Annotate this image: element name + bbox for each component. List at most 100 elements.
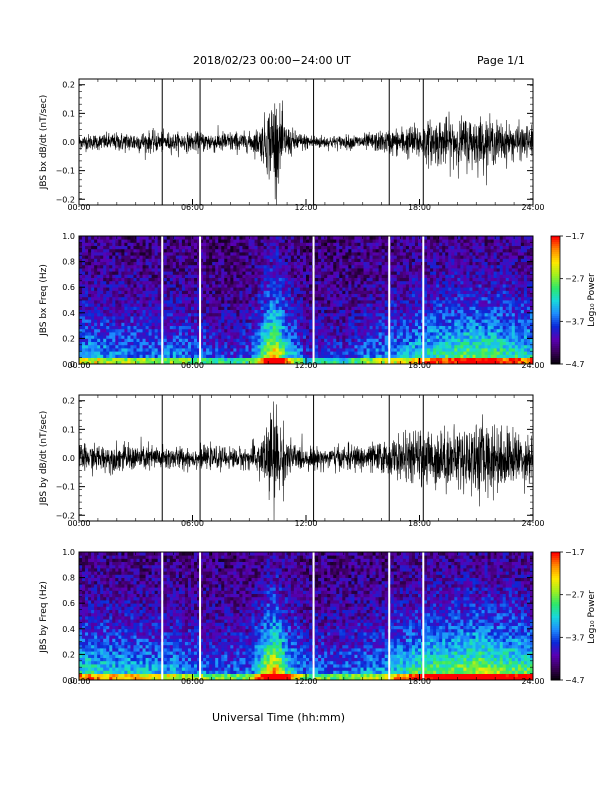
panel2-spectrogram-cell <box>233 293 237 298</box>
panel2-spectrogram-cell <box>254 360 258 365</box>
panel2-spectrogram-cell <box>360 239 364 243</box>
panel2-spectrogram-cell <box>381 236 386 240</box>
panel2-spectrogram-cell <box>278 338 283 342</box>
panel2-spectrogram-cell <box>309 261 313 266</box>
panel2-spectrogram-cell <box>393 309 398 314</box>
panel2-spectrogram-cell <box>257 261 261 266</box>
panel2-spectrogram-cell <box>148 284 153 288</box>
panel2-spectrogram-cell <box>257 293 261 298</box>
panel2-spectrogram-cell <box>157 261 162 266</box>
panel2-spectrogram-cell <box>363 354 367 358</box>
panel2-spectrogram-cell <box>333 344 337 349</box>
panel2-spectrogram-cell <box>363 255 367 259</box>
panel2-spectrogram-cell <box>378 252 383 256</box>
panel2-spectrogram-cell <box>103 357 107 362</box>
panel2-spectrogram-cell <box>91 268 95 272</box>
panel2-spectrogram-cell <box>100 284 104 288</box>
panel2-spectrogram-cell <box>197 341 201 346</box>
panel2-spectrogram-cell <box>109 280 113 285</box>
panel2-spectrogram-cell <box>239 252 243 256</box>
panel2-spectrogram-cell <box>91 236 95 240</box>
panel2-spectrogram-cell <box>218 296 222 301</box>
panel2-spectrogram-cell <box>281 348 286 352</box>
panel2-spectrogram-cell <box>254 236 258 240</box>
panel2-spectrogram-cell <box>118 322 122 326</box>
panel2-spectrogram-cell <box>142 357 146 362</box>
panel2-spectrogram-cell <box>115 258 119 262</box>
panel2-spectrogram-cell <box>145 322 150 326</box>
panel2-spectrogram-cell <box>254 351 258 355</box>
panel2-spectrogram-cell <box>354 312 358 317</box>
panel2-spectrogram-cell <box>200 325 204 330</box>
panel2-spectrogram-cell <box>266 245 271 250</box>
panel2-spectrogram-cell <box>330 290 334 294</box>
panel2-spectrogram-cell <box>284 293 289 298</box>
panel2-spectrogram-cell <box>348 351 352 355</box>
panel2-spectrogram-cell <box>357 328 361 333</box>
panel2-spectrogram-cell <box>251 264 255 269</box>
panel2-spectrogram-cell <box>245 348 249 352</box>
panel2-spectrogram-cell <box>85 287 89 291</box>
panel2-spectrogram-cell <box>339 309 343 314</box>
panel2-spectrogram-cell <box>433 239 437 243</box>
panel2-spectrogram-cell <box>79 268 83 272</box>
panel2-spectrogram-cell <box>88 287 92 291</box>
panel2-spectrogram-cell <box>306 255 310 259</box>
panel2-spectrogram-cell <box>327 245 331 250</box>
panel2-spectrogram-cell <box>339 255 343 259</box>
panel2-spectrogram-cell <box>257 306 261 310</box>
panel2-spectrogram-cell <box>396 332 401 336</box>
panel2-spectrogram-cell <box>106 277 110 282</box>
panel2-spectrogram-cell <box>299 261 304 266</box>
panel2-spectrogram-cell <box>417 239 422 243</box>
panel2-spectrogram-cell <box>200 332 204 336</box>
panel2-spectrogram-cell <box>375 335 380 339</box>
panel2-spectrogram-cell <box>321 300 325 304</box>
panel2-spectrogram-cell <box>79 332 83 336</box>
panel2-spectrogram-cell <box>339 303 343 307</box>
panel2-spectrogram-cell <box>442 296 446 301</box>
panel2-spectrogram-cell <box>209 341 213 346</box>
panel2-spectrogram-cell <box>133 360 137 365</box>
panel2-spectrogram-cell <box>178 264 183 269</box>
panel2-spectrogram-cell <box>318 296 322 301</box>
panel2-spectrogram-cell <box>175 271 180 275</box>
panel2-spectrogram-cell <box>230 245 234 250</box>
panel2-spectrogram-cell <box>436 264 440 269</box>
panel2-spectrogram-cell <box>266 312 271 317</box>
panel2-spectrogram-cell <box>133 300 137 304</box>
panel2-spectrogram-cell <box>97 255 101 259</box>
panel2-spectrogram-cell <box>88 290 92 294</box>
panel2-spectrogram-cell <box>194 248 198 253</box>
panel2-spectrogram-cell <box>263 271 268 275</box>
panel2-spectrogram-cell <box>172 242 177 246</box>
panel2-spectrogram-cell <box>402 271 407 275</box>
panel2-spectrogram-cell <box>151 236 156 240</box>
panel2-spectrogram-cell <box>251 360 255 365</box>
panel2-spectrogram-cell <box>306 248 310 253</box>
panel2-spectrogram-cell <box>163 319 168 323</box>
panel2-spectrogram-cell <box>342 296 346 301</box>
panel2-spectrogram-cell <box>136 268 140 272</box>
panel2-spectrogram-cell <box>445 303 449 307</box>
panel2-spectrogram-cell <box>85 316 89 320</box>
panel2-spectrogram-cell <box>221 306 225 310</box>
panel2-spectrogram-cell <box>366 316 370 320</box>
panel2-spectrogram-cell <box>139 271 143 275</box>
panel2-spectrogram-cell <box>293 319 298 323</box>
panel2-spectrogram-cell <box>333 338 337 342</box>
panel2-spectrogram-cell <box>130 332 134 336</box>
panel2-spectrogram-cell <box>233 328 237 333</box>
panel2-spectrogram-cell <box>284 344 289 349</box>
panel2-spectrogram-cell <box>296 277 301 282</box>
panel2-spectrogram-cell <box>393 335 398 339</box>
panel2-spectrogram-cell <box>309 312 313 317</box>
panel2-spectrogram-cell <box>157 287 162 291</box>
panel2-spectrogram-cell <box>242 239 246 243</box>
panel2-spectrogram-cell <box>215 341 219 346</box>
panel2-spectrogram-cell <box>430 264 434 269</box>
panel2-spectrogram-cell <box>366 284 370 288</box>
panel2-spectrogram-cell <box>296 242 301 246</box>
panel2-spectrogram-cell <box>339 306 343 310</box>
panel2-spectrogram-cell <box>260 293 265 298</box>
